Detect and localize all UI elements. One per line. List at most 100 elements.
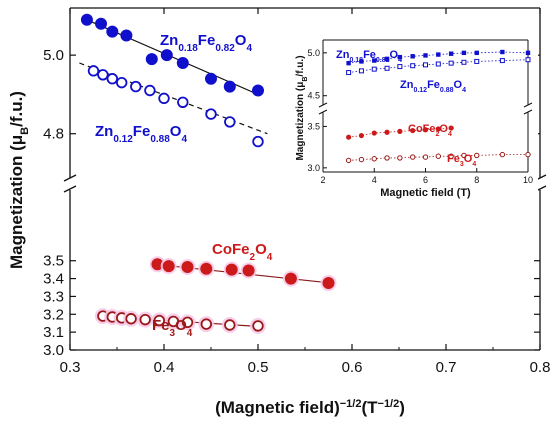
- y-axis-title: Magnetization (μB/f.u.): [7, 91, 31, 269]
- inset-data-point: [448, 125, 454, 131]
- data-point: [160, 49, 173, 62]
- data-point: [115, 76, 128, 89]
- data-point: [252, 320, 264, 332]
- inset-series-label-label-sub2: 4: [472, 161, 476, 168]
- series-label-label-sub3: 4: [246, 43, 252, 54]
- data-point: [162, 260, 175, 273]
- series-label-label-sub1: 2: [250, 252, 256, 263]
- inset-data-point: [345, 157, 352, 164]
- inset-axis-break-right: [523, 102, 533, 115]
- series-label: Zn0.12Fe0.88O4: [95, 123, 187, 145]
- inset-data-point: [372, 58, 377, 63]
- inset-data-point: [384, 65, 390, 71]
- inset-data-point: [358, 156, 365, 163]
- x-axis-title-close: ): [399, 398, 405, 417]
- inset-data-point: [409, 154, 416, 160]
- series-3: Fe3O4: [94, 308, 266, 339]
- inset-data-point: [384, 56, 390, 62]
- inset-data-point: [461, 50, 467, 56]
- x-tick-label: 0.4: [154, 359, 175, 376]
- inset-data-point: [422, 154, 429, 160]
- inset-data-point: [371, 66, 377, 72]
- series-label-label-main: CoFe: [212, 241, 250, 258]
- data-point: [176, 57, 189, 69]
- inset-data-point: [435, 126, 441, 132]
- inset-data-point: [359, 59, 364, 64]
- inset-data-point: [500, 49, 505, 55]
- inset-y-title-sub: B: [302, 77, 309, 82]
- series-label-label-main: Fe: [152, 317, 170, 334]
- inset-series-label-label-sub2: 0.88: [440, 87, 454, 94]
- series-label: Fe3O4: [152, 317, 193, 339]
- data-point: [225, 263, 238, 276]
- y-tick-label: 3.0: [43, 342, 64, 359]
- series-1: Zn0.12Fe0.88O4: [79, 62, 268, 148]
- data-point: [158, 92, 170, 105]
- inset-series-3: Fe3O4: [345, 151, 531, 168]
- series-label-label-sub2: 0.88: [150, 134, 170, 145]
- inset-data-point: [384, 129, 390, 135]
- data-point: [106, 25, 119, 38]
- data-point: [252, 135, 264, 148]
- y-tick-label: 4.8: [43, 126, 64, 143]
- series-label-label-sub2: 0.82: [215, 43, 235, 54]
- axis-break-left: [63, 174, 77, 193]
- data-point: [80, 13, 93, 26]
- series-label: CoFe2O4: [212, 241, 273, 263]
- main-plot: 0.3 0.4 0.5 0.6 0.7 0.83.03.13.23.33.43.54.85…: [7, 7, 550, 417]
- inset-series-label-label-end: O: [390, 49, 399, 61]
- series-label-label-sub1: 3: [170, 328, 176, 339]
- inset-data-point: [499, 58, 505, 64]
- series-label-label-main: Zn: [95, 123, 113, 140]
- inset-series-2: CoFe2O4: [346, 123, 454, 140]
- inset-plot: 2 4 6 8 10 4.5 5.0 3.0 3.5 Magnetic field (T) Magn…: [290, 28, 538, 202]
- inset-series-label-label-mid: O: [464, 153, 473, 165]
- series-label-label-sub1: 0.18: [178, 43, 198, 54]
- data-point: [252, 84, 264, 97]
- inset-x-tick-label: 2: [320, 175, 325, 185]
- data-point: [200, 262, 213, 275]
- series-label-label-mid: O: [175, 317, 187, 334]
- inset-series-label-label-main: Zn: [336, 49, 350, 61]
- series-label-label-sub3: 4: [181, 134, 187, 145]
- inset-y-tick-label: 3.0: [307, 163, 320, 173]
- fit-line: [79, 62, 268, 135]
- data-point: [145, 53, 158, 66]
- data-point: [177, 96, 189, 108]
- inset-series-label-label-main: Fe: [447, 153, 460, 165]
- inset-data-point: [474, 50, 479, 56]
- data-point: [130, 80, 142, 93]
- inset-y-tick-label: 4.5: [307, 91, 320, 101]
- inset-series-1: Zn0.12Fe0.88O4: [346, 57, 531, 94]
- inset-series-label-label-sub1: 3: [460, 161, 464, 168]
- data-point: [144, 84, 156, 97]
- inset-series-label-label-sub1: 0.12: [413, 87, 427, 94]
- inset-data-point: [371, 130, 377, 136]
- inset-data-point: [448, 60, 454, 66]
- inset-data-point: [397, 64, 403, 70]
- y-axis-title-sub: B: [19, 127, 31, 135]
- x-axis-title-main: (Magnetic field): [215, 398, 340, 417]
- data-point: [284, 272, 297, 285]
- inset-y-title-end: /f.u.): [295, 55, 306, 76]
- y-tick-label: 3.5: [43, 253, 64, 270]
- inset-data-point: [423, 53, 428, 58]
- inset-series-label-label-sub3: 4: [462, 87, 466, 94]
- data-point: [205, 108, 217, 120]
- inset-series-label-label-mid: Fe: [363, 49, 376, 61]
- inset-data-point: [346, 134, 352, 140]
- y-tick-label: 3.1: [43, 324, 64, 341]
- inset-series-label-label-main: Zn: [400, 79, 414, 91]
- inset-series-0: Zn0.18Fe0.82O4: [336, 49, 531, 66]
- inset-data-point: [474, 58, 480, 64]
- data-point: [106, 73, 119, 85]
- inset-data-point: [358, 132, 365, 139]
- inset-data-point: [346, 70, 352, 76]
- data-point: [97, 69, 109, 81]
- inset-series-label-label-sub1: 2: [436, 131, 440, 138]
- inset-y-tick-label: 5.0: [307, 48, 320, 58]
- data-point: [224, 319, 236, 331]
- inset-x-tick-label: 10: [523, 175, 533, 185]
- inset-data-point: [410, 63, 416, 69]
- inset-series-label: CoFe2O4: [408, 123, 452, 138]
